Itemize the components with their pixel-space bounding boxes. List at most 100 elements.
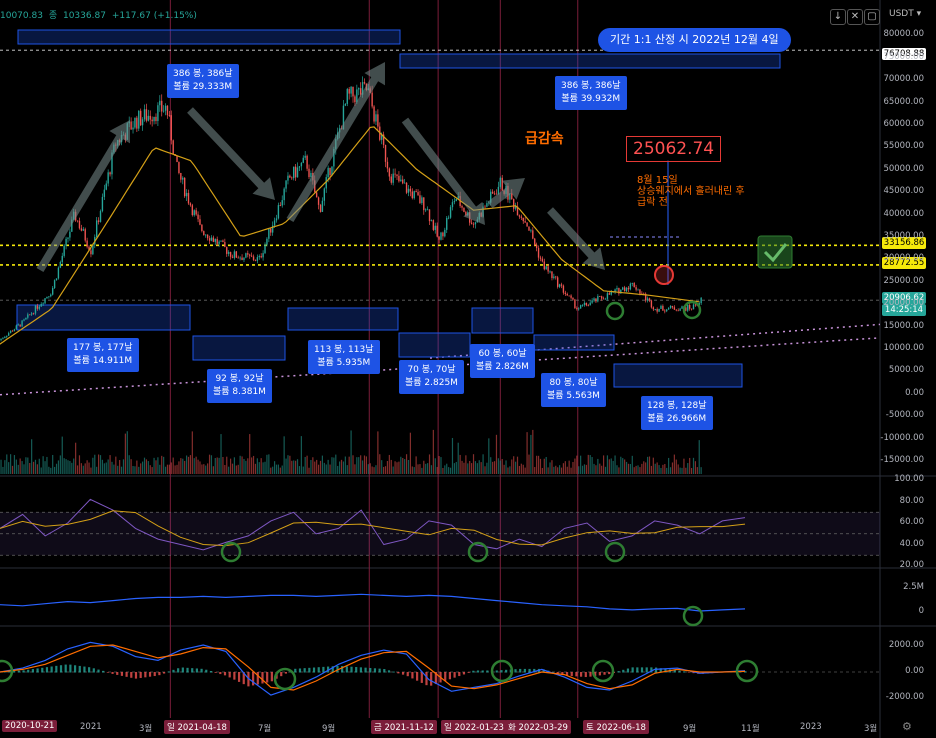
candle-body-280 xyxy=(534,238,536,245)
volume-bar-363 xyxy=(692,457,695,474)
macd-hist-bar-70 xyxy=(326,666,330,673)
trend-arrow-0 xyxy=(36,120,130,273)
candle-body-231 xyxy=(440,232,442,240)
candle-body-141 xyxy=(268,228,270,239)
macd-hist-bar-133 xyxy=(622,669,625,673)
obv-tick-1: 0 xyxy=(918,606,924,616)
candle-body-323 xyxy=(616,288,618,290)
note-line-2[interactable]: 상승웨지에서 흘러내린 후 xyxy=(637,186,745,197)
volume-bar-71 xyxy=(134,466,136,474)
note-line-3[interactable]: 급락 전 xyxy=(637,197,668,208)
range-box-5 xyxy=(398,332,471,358)
volume-bar-328 xyxy=(625,461,628,474)
rsi-tick-2: 60.00 xyxy=(899,517,924,527)
candle-body-143 xyxy=(271,225,274,233)
range-label-3[interactable]: 177 봉, 177날 볼륨 14.911M xyxy=(67,338,139,372)
volume-bar-10 xyxy=(17,464,19,474)
volume-bar-359 xyxy=(685,467,687,474)
volume-bar-28 xyxy=(52,454,54,474)
macd-hist-bar-85 xyxy=(397,672,400,674)
volume-bar-128 xyxy=(243,459,245,474)
currency-selector[interactable]: USDT ▾ xyxy=(889,9,922,19)
candle-body-159 xyxy=(302,157,304,163)
macd-hist-bar-65 xyxy=(303,668,306,673)
range-label-7[interactable]: 60 봉, 60날 볼륨 2.826M xyxy=(470,344,535,378)
candle-body-267 xyxy=(509,193,511,200)
volume-bar-280 xyxy=(534,467,536,474)
big-price-label[interactable]: 25062.74 xyxy=(626,136,722,162)
candle-body-360 xyxy=(687,304,689,311)
range-label-1[interactable]: 386 봉, 386날 볼륨 29.333M xyxy=(167,64,239,98)
macd-hist-bar-23 xyxy=(106,672,109,673)
volume-bar-87 xyxy=(164,466,167,474)
macd-hist-bar-108 xyxy=(505,669,508,673)
sharp-drop-label[interactable]: 급감속 xyxy=(525,131,564,147)
x-tick-6: 금 2021-11-12 xyxy=(371,720,437,734)
volume-bar-222 xyxy=(423,460,425,474)
price-tick-11: 25000.00 xyxy=(883,275,924,286)
macd-hist-bar-74 xyxy=(345,666,348,673)
volume-bar-206 xyxy=(392,466,394,474)
volume-bar-36 xyxy=(67,460,69,474)
range-label-9[interactable]: 128 봉, 128날 볼륨 26.966M xyxy=(641,396,713,430)
volume-bar-201 xyxy=(383,466,385,474)
volume-bar-55 xyxy=(103,463,105,474)
price-tick-4: 60000.00 xyxy=(883,119,924,130)
rsi-tick-4: 20.00 xyxy=(899,560,924,570)
candle-body-330 xyxy=(629,283,632,290)
volume-bar-232 xyxy=(442,467,444,474)
candle-body-110 xyxy=(208,238,211,241)
settings-gear-icon[interactable]: ⚙ xyxy=(902,720,912,733)
volume-bar-158 xyxy=(300,436,302,474)
candle-body-237 xyxy=(451,202,454,208)
range-label-8[interactable]: 80 봉, 80날 볼륨 5.563M xyxy=(541,373,606,407)
volume-bar-94 xyxy=(178,461,180,474)
macd-hist-bar-89 xyxy=(416,672,419,681)
volume-bar-154 xyxy=(293,460,295,474)
volume-bar-177 xyxy=(337,465,339,474)
close-icon[interactable]: ✕ xyxy=(847,9,863,25)
candle-body-98 xyxy=(185,192,188,197)
candle-body-81 xyxy=(153,116,155,122)
volume-bar-2 xyxy=(2,466,4,474)
range-label-6[interactable]: 70 봉, 70날 볼륨 2.825M xyxy=(399,360,464,394)
macd-hist-bar-135 xyxy=(631,667,634,673)
candle-body-314 xyxy=(599,296,601,297)
range-label-5[interactable]: 113 봉, 113날 볼륨 5.935M xyxy=(308,340,380,374)
macd-hist-bar-147 xyxy=(687,672,690,673)
volume-bar-227 xyxy=(432,429,434,474)
price-tag-countdown: 14:25:14 xyxy=(882,304,926,316)
macd-hist-bar-97 xyxy=(453,672,456,678)
volume-bar-174 xyxy=(331,457,333,474)
candle-body-312 xyxy=(595,298,597,302)
candle-body-166 xyxy=(315,192,318,198)
period-label[interactable]: 기간 1:1 산정 시 2022년 12월 4일 xyxy=(598,28,791,52)
price-tick-7: 45000.00 xyxy=(883,186,924,197)
candle-body-211 xyxy=(402,179,404,184)
candle-body-134 xyxy=(254,259,257,261)
volume-bar-292 xyxy=(557,467,559,474)
macd-hist-bar-92 xyxy=(430,672,433,686)
candle-body-224 xyxy=(426,209,429,211)
candle-body-84 xyxy=(159,100,161,106)
volume-bar-261 xyxy=(497,458,499,474)
fullscreen-icon[interactable]: ▢ xyxy=(864,9,880,25)
range-box-8 xyxy=(613,363,743,388)
arrow-down-icon[interactable]: ↓ xyxy=(830,9,846,25)
macd-hist-bar-3 xyxy=(13,671,16,673)
volume-bar-22 xyxy=(40,467,42,474)
volume-bar-39 xyxy=(73,458,75,474)
volume-bar-285 xyxy=(543,458,545,474)
candle-body-47 xyxy=(88,246,90,251)
candle-body-263 xyxy=(501,177,503,191)
candle-body-284 xyxy=(541,258,544,262)
range-label-2[interactable]: 386 봉, 386날 볼륨 39.932M xyxy=(555,76,627,110)
macd-hist-bar-33 xyxy=(153,672,156,677)
candle-body-355 xyxy=(677,310,679,312)
candle-body-299 xyxy=(570,295,572,298)
range-label-4[interactable]: 92 봉, 92날 볼륨 8.381M xyxy=(207,369,272,403)
note-line-1[interactable]: 8월 15일 xyxy=(637,175,678,186)
volume-bar-332 xyxy=(633,467,635,474)
